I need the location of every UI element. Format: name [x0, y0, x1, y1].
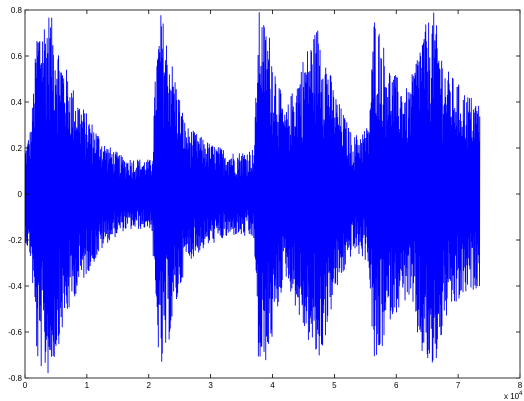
- y-tick-label: 0.8: [11, 6, 23, 15]
- x-tick-label: 2: [147, 381, 152, 390]
- y-tick-label: 0.6: [11, 52, 23, 61]
- x-tick-label: 6: [394, 381, 399, 390]
- x-tick-label: 3: [208, 381, 213, 390]
- x-tick-label: 1: [85, 381, 90, 390]
- y-tick-label: -0.8: [8, 374, 22, 383]
- waveform-series-line: [25, 12, 481, 374]
- y-axis: 0.8 0.6 0.4 0.2 0 -0.2 -0.4 -0.6 -0.8: [8, 6, 520, 383]
- x-axis: 0 1 2 3 4 5 6 7 8: [23, 10, 523, 390]
- y-tick-label: 0.2: [11, 144, 23, 153]
- x-multiplier-exponent: 4: [519, 391, 523, 397]
- x-tick-label: 8: [518, 381, 523, 390]
- x-axis-multiplier: x 10 4: [504, 391, 523, 401]
- waveform-layer: [25, 12, 481, 374]
- x-tick-label: 7: [456, 381, 461, 390]
- y-tick-label: -0.2: [8, 236, 22, 245]
- y-tick-label: 0.4: [11, 98, 23, 107]
- y-tick-label: 0: [18, 190, 23, 199]
- y-tick-label: -0.4: [8, 282, 22, 291]
- x-tick-label: 5: [332, 381, 337, 390]
- x-tick-label: 4: [270, 381, 275, 390]
- x-multiplier-label: x 10: [504, 392, 520, 401]
- x-tick-label: 0: [23, 381, 28, 390]
- y-tick-label: -0.6: [8, 328, 22, 337]
